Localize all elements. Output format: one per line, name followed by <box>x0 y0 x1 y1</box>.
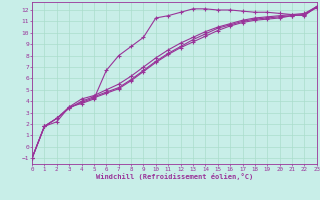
X-axis label: Windchill (Refroidissement éolien,°C): Windchill (Refroidissement éolien,°C) <box>96 173 253 180</box>
